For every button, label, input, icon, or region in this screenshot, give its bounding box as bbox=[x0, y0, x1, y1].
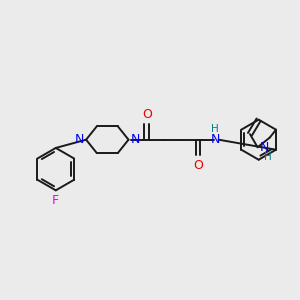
Text: N: N bbox=[210, 133, 220, 146]
Text: O: O bbox=[193, 158, 203, 172]
Text: N: N bbox=[74, 133, 84, 146]
Text: H: H bbox=[264, 152, 272, 162]
Text: N: N bbox=[131, 133, 140, 146]
Text: F: F bbox=[52, 194, 59, 207]
Text: H: H bbox=[211, 124, 219, 134]
Text: O: O bbox=[142, 108, 152, 121]
Text: N: N bbox=[260, 141, 269, 154]
